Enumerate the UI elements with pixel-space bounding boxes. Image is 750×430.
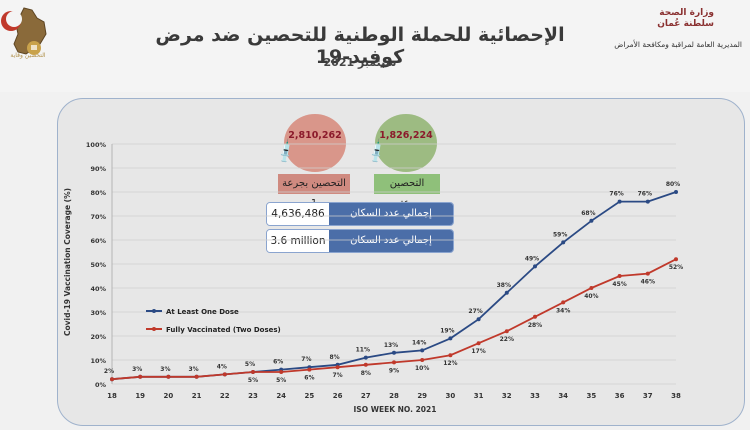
one-dose-bubble: 2,810,262 xyxy=(284,114,346,172)
two-dose-tag: التحصين بجرعتين xyxy=(374,174,440,209)
left-logo-caption: التحصين وقاية xyxy=(10,52,46,59)
page-header: التحصين وقاية وزارة الصحة سلطنة عُمان ال… xyxy=(0,0,750,92)
target-population-label: إجمالي عدد السكان المستهدفين xyxy=(329,230,453,252)
total-vaccinated-value: 4,636,486 xyxy=(267,203,329,225)
two-dose-value: 1,826,224 xyxy=(379,130,433,141)
ministry-line-2: سلطنة عُمان xyxy=(657,19,714,29)
total-vaccinated-label: إجمالي عدد السكان المحصنين xyxy=(329,203,453,225)
two-dose-bubble: 1,826,224 xyxy=(375,114,437,172)
one-dose-value: 2,810,262 xyxy=(288,130,342,141)
ministry-line-1: وزارة الصحة xyxy=(659,8,714,18)
oman-map-logo xyxy=(13,7,47,55)
red-crescent-icon xyxy=(1,11,22,31)
department-name: المديرية العامة لمراقبة ومكافحة الأمراض xyxy=(614,40,742,49)
total-vaccinated-box: 4,636,486 إجمالي عدد السكان المحصنين xyxy=(266,202,454,226)
one-dose-tag: التحصين بجرعة 1 xyxy=(278,174,350,209)
ministry-name: وزارة الصحة سلطنة عُمان xyxy=(657,8,714,30)
target-population-value: 3.6 million xyxy=(267,230,329,252)
page-title: الإحصائية للحملة الوطنية للتحصين ضد مرض … xyxy=(155,24,565,68)
target-population-box: 3.6 million إجمالي عدد السكان المستهدفين xyxy=(266,229,454,253)
page-subtitle: سبتمبر 2021 xyxy=(323,56,397,69)
